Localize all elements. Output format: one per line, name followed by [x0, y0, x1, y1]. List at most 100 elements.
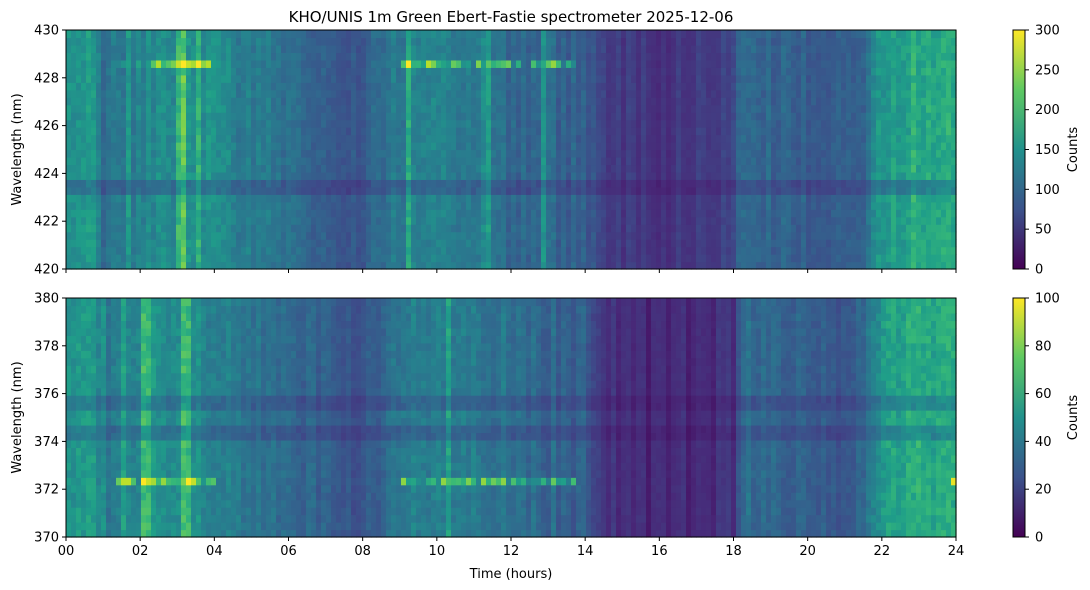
heatmap-cell [526, 231, 532, 240]
heatmap-cell [686, 216, 692, 225]
heatmap-cell [486, 119, 492, 128]
heatmap-cell [551, 134, 557, 143]
heatmap-cell [126, 156, 132, 166]
heatmap-cell [546, 30, 552, 39]
heatmap-cell [426, 224, 432, 233]
heatmap-cell [221, 104, 227, 113]
heatmap-cell [741, 231, 747, 240]
heatmap-cell [826, 112, 832, 121]
heatmap-cell [791, 254, 797, 263]
heatmap-cell [686, 37, 692, 46]
heatmap-cell [451, 52, 457, 61]
heatmap-cell [236, 127, 242, 136]
heatmap-cell [616, 142, 622, 151]
heatmap-cell [651, 261, 657, 270]
heatmap-cell [271, 74, 277, 83]
heatmap-cell [271, 216, 277, 225]
heatmap-cell [101, 171, 107, 180]
heatmap-cell [206, 164, 212, 173]
heatmap-cell [511, 30, 517, 39]
heatmap-cell [701, 89, 707, 98]
heatmap-cell [521, 186, 527, 195]
heatmap-cell [131, 194, 137, 203]
heatmap-cell [781, 37, 787, 46]
heatmap-cell [291, 142, 297, 151]
heatmap-cell [311, 142, 317, 151]
heatmap-cell [171, 186, 177, 195]
heatmap-cell [376, 112, 382, 121]
heatmap-cell [91, 179, 97, 188]
heatmap-cell [341, 224, 347, 233]
heatmap-cell [591, 216, 597, 225]
heatmap-cell [776, 142, 782, 151]
heatmap-cell [256, 134, 262, 143]
heatmap-cell [251, 37, 257, 46]
heatmap-cell [446, 239, 452, 248]
heatmap-cell [246, 134, 252, 143]
heatmap-cell [706, 82, 712, 91]
heatmap-cell [391, 171, 397, 180]
heatmap-cell [666, 194, 672, 203]
heatmap-cell [456, 52, 462, 61]
heatmap-cell [696, 37, 702, 46]
heatmap-cell [426, 201, 432, 210]
heatmap-cell [331, 142, 337, 151]
heatmap-cell [301, 164, 307, 173]
heatmap-cell [841, 44, 847, 54]
heatmap-cell [376, 164, 382, 173]
heatmap-cell [161, 261, 167, 270]
heatmap-cell [236, 134, 242, 143]
heatmap-cell [71, 194, 77, 203]
heatmap-cell [361, 74, 367, 83]
heatmap-cell [336, 194, 342, 203]
heatmap-cell [666, 59, 672, 68]
heatmap-cell [741, 59, 747, 68]
heatmap-cell [501, 37, 507, 46]
heatmap-cell [746, 97, 752, 106]
heatmap-cell [351, 104, 357, 113]
heatmap-cell [481, 127, 487, 136]
heatmap-cell [86, 179, 92, 188]
heatmap-cell [596, 74, 602, 83]
heatmap-cell [356, 156, 362, 166]
heatmap-cell [166, 224, 172, 233]
heatmap-cell [236, 246, 242, 255]
heatmap-cell [686, 179, 692, 188]
heatmap-cell [501, 224, 507, 233]
heatmap-cell [711, 127, 717, 136]
heatmap-cell [111, 89, 117, 98]
heatmap-cell [526, 194, 532, 203]
heatmap-cell [531, 186, 537, 195]
heatmap-cell [816, 186, 822, 195]
heatmap-cell [826, 231, 832, 240]
heatmap-cell [581, 67, 587, 76]
heatmap-cell [736, 261, 742, 270]
heatmap-cell [156, 30, 162, 39]
heatmap-cell [181, 59, 187, 68]
heatmap-cell [96, 149, 102, 158]
heatmap-cell [326, 134, 332, 143]
heatmap-cell [346, 97, 352, 106]
heatmap-cell [546, 149, 552, 158]
heatmap-cell [496, 231, 502, 240]
heatmap-cell [701, 246, 707, 255]
heatmap-cell [646, 74, 652, 83]
heatmap-cell [196, 97, 202, 106]
heatmap-cell [296, 134, 302, 143]
heatmap-cell [561, 254, 567, 263]
heatmap-cell [821, 59, 827, 68]
heatmap-cell [451, 142, 457, 151]
heatmap-cell [296, 171, 302, 180]
heatmap-cell [341, 171, 347, 180]
heatmap-cell [716, 209, 722, 218]
heatmap-cell [286, 209, 292, 218]
heatmap-cell [551, 37, 557, 46]
heatmap-cell [101, 239, 107, 248]
heatmap-cell [71, 59, 77, 68]
heatmap-cell [736, 37, 742, 46]
heatmap-cell [576, 142, 582, 151]
heatmap-cell [491, 59, 497, 68]
heatmap-cell [386, 74, 392, 83]
heatmap-cell [356, 104, 362, 113]
heatmap-cell [206, 254, 212, 263]
